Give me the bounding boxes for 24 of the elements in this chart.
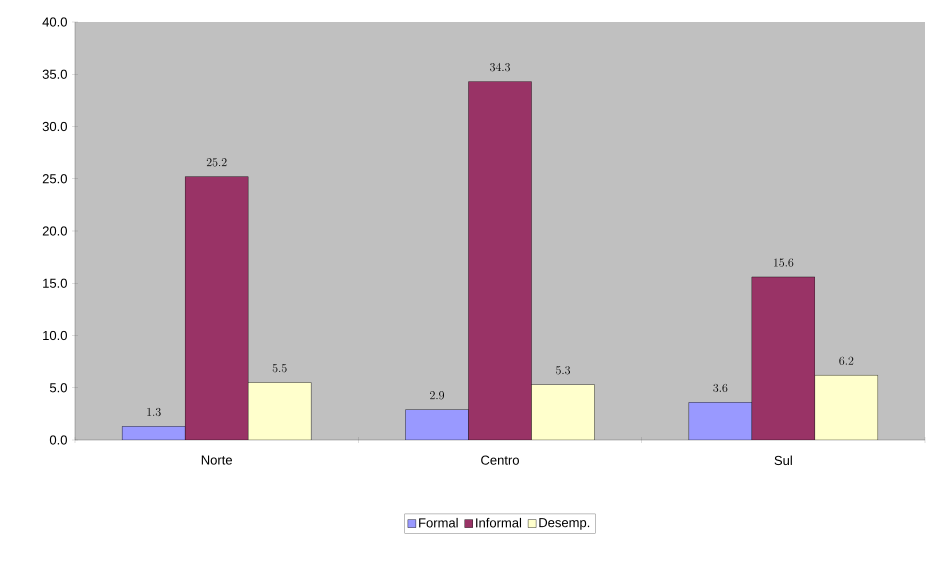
- y-tick-label: 30.0: [42, 122, 67, 132]
- y-tick-label: 20.0: [42, 226, 67, 236]
- legend-label: Formal: [419, 518, 458, 528]
- y-tick-label: 5.0: [50, 383, 67, 392]
- legend-label: Desemp.: [539, 518, 590, 530]
- y-tick-label: 0.0: [50, 435, 67, 445]
- y-tick-label: 10.0: [43, 330, 67, 340]
- y-tick-label: 35.0: [42, 70, 67, 79]
- data-label: 6.2: [839, 356, 854, 365]
- data-label: 5.3: [556, 366, 570, 374]
- data-label: 1 .3: [147, 408, 161, 416]
- legend-label: Informal: [476, 518, 522, 528]
- x-tick-label: Sul: [774, 456, 792, 466]
- data-label: 2.9: [430, 391, 444, 400]
- x-tick-label: Centro: [481, 456, 519, 465]
- y-tick-label: 25.0: [42, 174, 67, 184]
- data-label: 15.6: [774, 258, 794, 267]
- data-label: 5.5: [272, 364, 287, 372]
- x-tick-label: Norte: [202, 456, 232, 465]
- y-tick-label: 15.0: [43, 278, 67, 288]
- y-tick-label: 40.0: [42, 17, 67, 27]
- data-label: 3.6: [713, 384, 728, 392]
- data-label: 25.2: [206, 158, 227, 166]
- data-label: 34.3: [490, 62, 510, 72]
